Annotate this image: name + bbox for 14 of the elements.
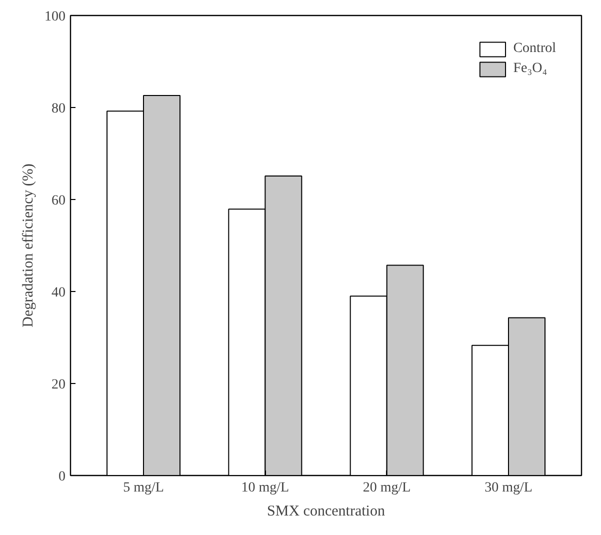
x-tick-label: 5 mg/L (123, 480, 164, 496)
x-tick-label: 20 mg/L (362, 480, 411, 496)
legend-label: Control (513, 41, 556, 57)
y-tick-label: 20 (52, 378, 66, 392)
legend-label: Fe₃O₄ (513, 61, 548, 77)
y-tick-label: 0 (58, 470, 66, 484)
x-tick-label: 30 mg/L (484, 480, 532, 496)
y-axis-title: Degradation efficiency (%) (20, 164, 36, 328)
y-tick-label: 80 (52, 102, 66, 116)
y-tick-label: 40 (52, 286, 66, 300)
x-axis-title: SMX concentration (267, 504, 386, 520)
y-tick-label: 100 (44, 10, 66, 24)
y-tick-label: 60 (52, 194, 66, 208)
x-tick-label: 10 mg/L (241, 480, 290, 496)
